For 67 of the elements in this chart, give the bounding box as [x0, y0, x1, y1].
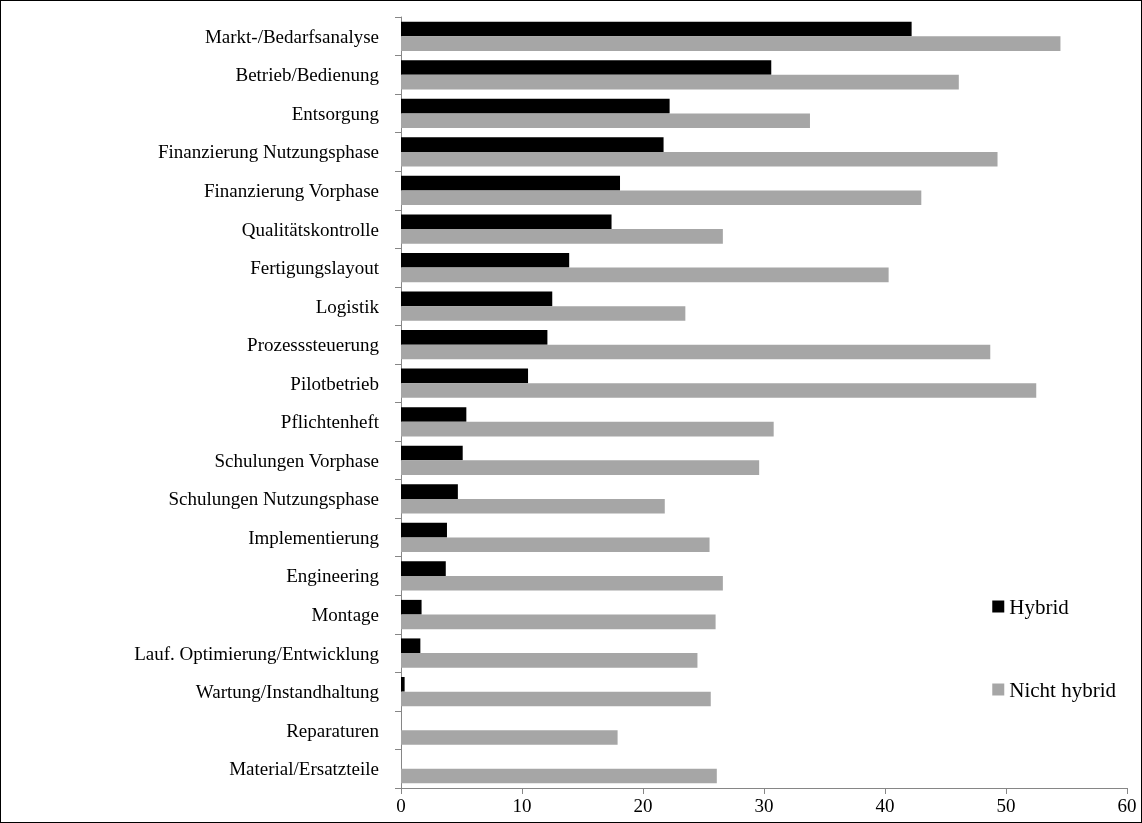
bar [401, 407, 467, 422]
bar [401, 36, 1061, 51]
y-tick-label: Pilotbetrieb [290, 372, 379, 394]
bar [401, 676, 405, 692]
y-tick-label: Engineering [286, 565, 380, 587]
x-tick-label: 50 [996, 795, 1016, 816]
y-tick-label: Lauf. Optimierung/Entwicklung [134, 642, 380, 664]
bar [401, 498, 665, 514]
bar [401, 74, 959, 90]
y-tick-label: Finanzierung Nutzungsphase [157, 141, 379, 163]
bar [401, 730, 618, 745]
y-tick-label: Finanzierung Vorphase [203, 179, 379, 201]
bar [401, 460, 760, 475]
y-tick-label: Reparaturen [286, 719, 380, 741]
y-tick-label: Qualitätskontrolle [241, 218, 379, 240]
x-tick-label: 10 [512, 795, 532, 816]
bar [401, 445, 463, 461]
bar [401, 614, 716, 630]
bar [401, 151, 998, 167]
bar [401, 522, 447, 538]
bar [401, 421, 774, 437]
x-tick-label: 60 [1117, 795, 1137, 816]
legend-label: Nicht hybrid [1009, 677, 1117, 702]
bar [401, 599, 422, 615]
y-tick-label: Logistik [315, 295, 380, 317]
y-tick-label: Prozesssteuerung [247, 334, 380, 356]
bar [401, 291, 553, 307]
bar [401, 98, 670, 114]
y-tick-label: Entsorgung [291, 102, 380, 124]
y-tick-label: Schulungen Nutzungsphase [168, 488, 379, 510]
bar [401, 561, 446, 576]
bar [401, 190, 922, 206]
y-tick-label: Fertigungslayout [250, 257, 380, 279]
y-tick-label: Implementierung [248, 526, 380, 548]
bar [401, 252, 570, 268]
bar [401, 768, 717, 784]
x-tick-label: 20 [633, 795, 653, 816]
legend-label: Hybrid [1009, 594, 1070, 619]
bar [401, 113, 810, 129]
bar [401, 21, 912, 37]
y-tick-label: Wartung/Instandhaltung [195, 681, 380, 703]
bar [401, 60, 772, 75]
bar [401, 229, 723, 244]
y-tick-label: Montage [311, 604, 379, 626]
bar [401, 214, 612, 230]
y-tick-label: Markt-/Bedarfsanalyse [204, 25, 379, 47]
bar [401, 137, 664, 152]
bar [401, 330, 548, 345]
y-tick-label: Schulungen Vorphase [214, 449, 379, 471]
bar [401, 537, 710, 553]
x-tick-label: 30 [754, 795, 774, 816]
y-tick-label: Material/Ersatzteile [229, 758, 379, 780]
bar [401, 306, 686, 321]
bar [401, 267, 889, 283]
x-tick-label: 0 [396, 795, 406, 816]
bar [401, 175, 621, 191]
bar [401, 383, 1037, 398]
bar [401, 484, 458, 499]
bar [401, 575, 723, 591]
bar [401, 653, 698, 668]
bar [401, 691, 711, 707]
bar [401, 368, 529, 384]
y-tick-label: Betrieb/Bedienung [235, 64, 380, 86]
y-tick-label: Pflichtenheft [280, 411, 380, 433]
x-tick-label: 40 [875, 795, 895, 816]
bar [401, 638, 421, 654]
bar [401, 344, 991, 360]
